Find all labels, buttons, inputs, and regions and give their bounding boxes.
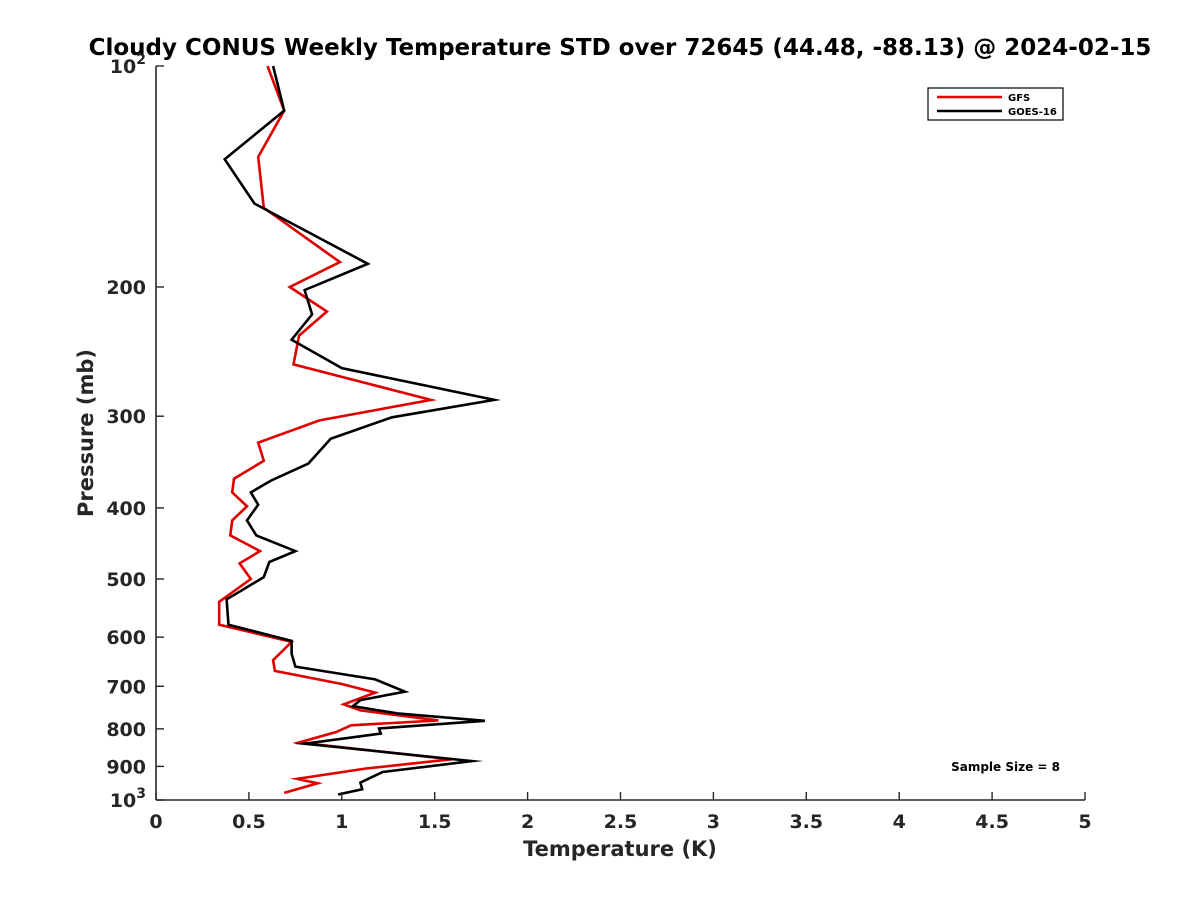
legend-box	[927, 87, 1064, 121]
plot-lines	[217, 65, 502, 796]
sample-size-annotation: Sample Size = 8	[951, 760, 1060, 774]
x-tick-label: 3.5	[789, 811, 823, 833]
x-tick-label: 5	[1078, 811, 1091, 833]
y-tick-label: 300	[106, 406, 146, 428]
x-tick-label: 2	[521, 811, 534, 833]
y-tick-label: 600	[106, 627, 146, 649]
y-tick-label: 800	[106, 719, 146, 741]
y-tick-label: 700	[106, 676, 146, 698]
x-tick-label: 0.5	[232, 811, 266, 833]
x-tick-label: 4	[893, 811, 906, 833]
series-line-goes-16	[222, 65, 502, 796]
axes	[155, 65, 1086, 801]
y-tick-label: 400	[106, 498, 146, 520]
x-tick-label: 1	[335, 811, 348, 833]
x-tick-labels: 0 0.5 1 1.5 2 2.5 3 3.5 4 4.5 5	[149, 811, 1091, 833]
y-tick-label: 200	[106, 277, 146, 299]
y-axis-label: Pressure (mb)	[74, 349, 98, 517]
series-line-gfs	[217, 65, 464, 795]
legend-label-goes-16: GOES-16	[1008, 107, 1057, 118]
y-tick-labels: 102 200 300 400 500 600 700 800 900 103	[106, 52, 146, 812]
x-tick-label: 4.5	[975, 811, 1009, 833]
legend-label-gfs: GFS	[1008, 93, 1030, 104]
y-tick-label: 500	[106, 569, 146, 591]
chart-title: Cloudy CONUS Weekly Temperature STD over…	[89, 35, 1152, 61]
legend: GFS GOES-16	[927, 87, 1064, 121]
x-tick-label: 2.5	[604, 811, 638, 833]
x-axis-label: Temperature (K)	[523, 837, 717, 861]
x-tick-label: 0	[149, 811, 162, 833]
x-tick-label: 1.5	[418, 811, 452, 833]
y-tick-label: 102	[110, 52, 146, 78]
y-tick-label: 900	[106, 756, 146, 778]
x-tick-label: 3	[707, 811, 720, 833]
y-tick-label: 103	[110, 786, 146, 812]
